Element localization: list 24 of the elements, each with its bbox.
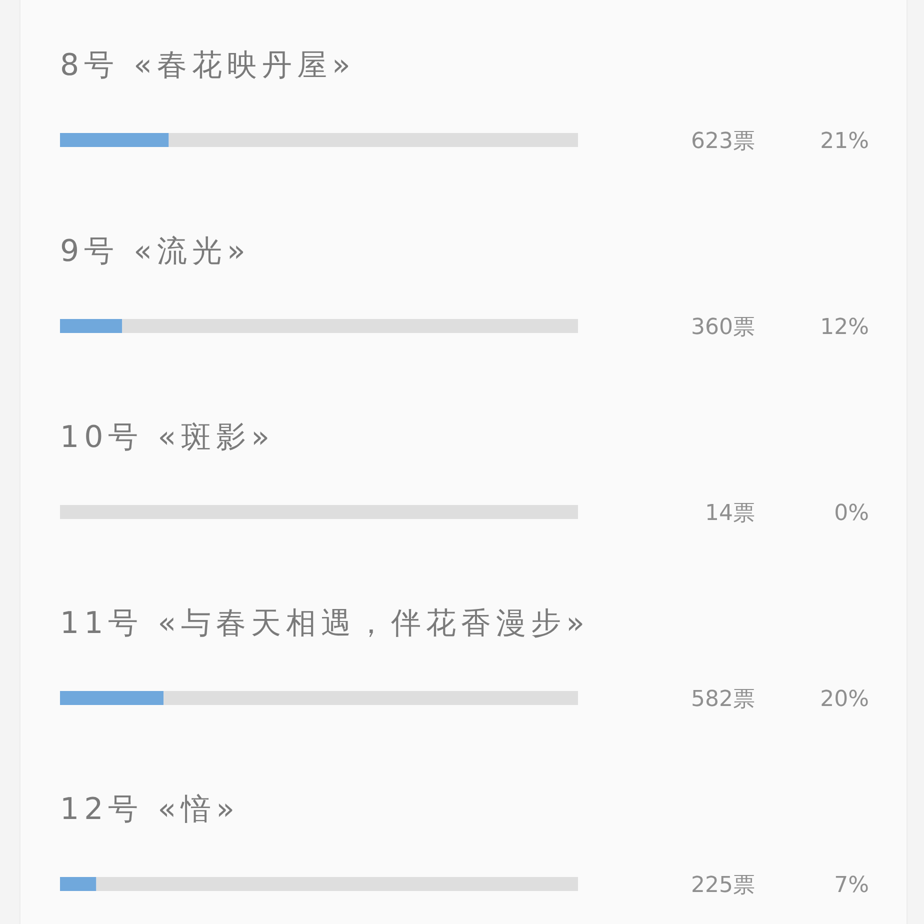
bar — [96, 877, 578, 891]
y-tick-label: 8号 «春花映丹屋» — [60, 48, 356, 83]
text: 582票 — [691, 687, 755, 712]
y-tick-label: 10号 «斑影» — [60, 420, 274, 455]
text: 623票 — [691, 129, 755, 154]
data-label: 7% — [834, 873, 869, 898]
bar — [60, 505, 578, 519]
text: 14票 — [705, 501, 755, 526]
data-label: 21% — [820, 129, 869, 154]
bar — [60, 319, 122, 333]
text: 360票 — [691, 315, 755, 340]
y-tick-label: 12号 «愔» — [60, 792, 240, 827]
data-label: 20% — [820, 687, 869, 712]
text: 225票 — [691, 873, 755, 898]
bar — [60, 877, 96, 891]
bar — [122, 319, 578, 333]
bar — [164, 691, 578, 705]
bar — [60, 691, 164, 705]
data-label: 12% — [820, 315, 869, 340]
data-label: 0% — [834, 501, 869, 526]
bar — [168, 133, 578, 147]
bar — [60, 133, 169, 147]
y-tick-label: 9号 «流光» — [60, 234, 250, 269]
y-tick-label: 11号 «与春天相遇，伴花香漫步» — [60, 606, 590, 641]
